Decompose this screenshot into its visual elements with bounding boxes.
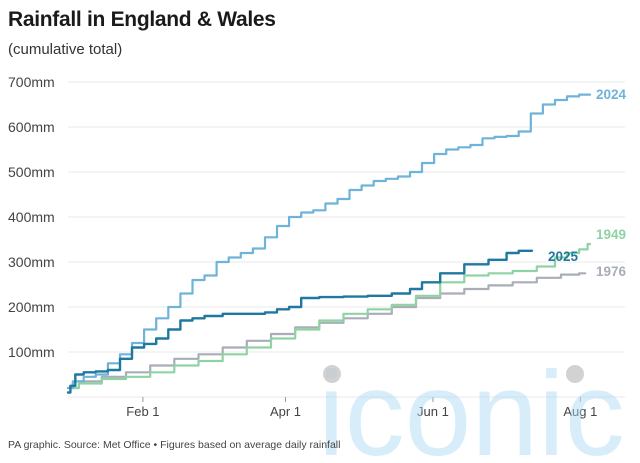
watermark-text: iconic: [318, 347, 625, 463]
y-tick-label: 700mm: [8, 74, 55, 90]
tick-layer: 100mm 200mm 300mm 400mm 500mm 600mm 700mm Feb 1…: [8, 74, 597, 419]
x-tick-label: Feb 1: [126, 404, 159, 419]
x-tick-label: Jun 1: [417, 404, 449, 419]
x-tick-label: Apr 1: [270, 404, 301, 419]
y-tick-label: 300mm: [8, 254, 55, 270]
y-tick-label: 100mm: [8, 344, 55, 360]
series-line-2025: [66, 249, 534, 394]
iconic-watermark: iconic: [318, 347, 625, 463]
series-line-1949: [66, 242, 592, 390]
y-tick-label: 600mm: [8, 119, 55, 135]
y-tick-label: 400mm: [8, 209, 55, 225]
watermark-dot-right: [566, 365, 584, 383]
line-layer: [66, 93, 592, 394]
y-tick-label: 200mm: [8, 299, 55, 315]
series-line-2024: [66, 93, 592, 390]
grid-layer: [68, 81, 625, 398]
chart-title: Rainfall in England & Wales: [8, 8, 276, 31]
series-label-1976: 1976: [596, 264, 627, 279]
y-tick-label: 500mm: [8, 164, 55, 180]
series-line-1976: [66, 272, 587, 390]
chart-subtitle: (cumulative total): [8, 41, 123, 58]
watermark-dot-left: [323, 365, 341, 383]
series-label-1949: 1949: [596, 227, 626, 242]
source-footer: PA graphic. Source: Met Office • Figures…: [8, 439, 341, 451]
series-label-2025: 2025: [548, 249, 579, 264]
label-layer: 2024 2025 1949 1976: [548, 87, 627, 279]
x-tick-label: Aug 1: [563, 404, 597, 419]
series-label-2024: 2024: [596, 87, 627, 102]
